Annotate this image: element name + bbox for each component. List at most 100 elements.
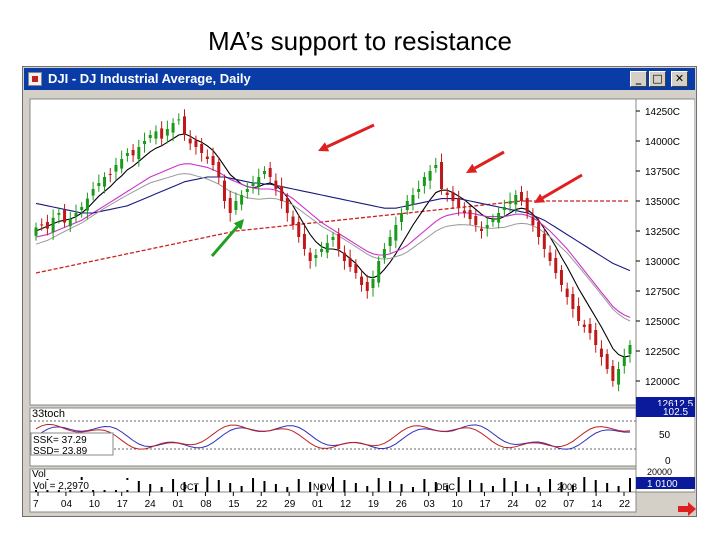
candle-body: [497, 213, 501, 223]
date-axis-label: 03: [424, 499, 436, 510]
stochastic-panel: [29, 407, 637, 467]
candle-body: [200, 144, 204, 153]
minimize-button[interactable]: _: [630, 71, 647, 87]
stoch-d-line: [35, 423, 631, 450]
date-axis-label: 12: [340, 499, 352, 510]
volume-bar: [583, 477, 586, 492]
volume-bar: [229, 483, 232, 492]
candle-body: [554, 258, 558, 273]
candle-body: [63, 210, 67, 223]
price-axis-label: 14000C: [645, 137, 680, 148]
candle-body: [382, 249, 386, 258]
candle-body: [234, 201, 238, 210]
candle-body: [337, 234, 341, 249]
close-button[interactable]: ✕: [671, 71, 688, 87]
candle-body: [103, 177, 107, 187]
candle-body: [114, 165, 118, 172]
candle-body: [617, 369, 621, 385]
candle-body: [599, 348, 603, 357]
candle-body: [605, 354, 609, 369]
volume-bar: [172, 479, 175, 492]
volume-bar: [343, 480, 346, 492]
red-arrow-icon: [466, 150, 505, 173]
stoch-legend-box: [30, 432, 114, 456]
maximize-button[interactable]: □: [649, 71, 666, 87]
candle-body: [274, 180, 278, 189]
date-axis-label: 02: [535, 499, 547, 510]
candle-body: [34, 227, 38, 236]
price-axis-label: 12000C: [645, 377, 680, 388]
candle-body: [571, 294, 575, 309]
volume-bar: [206, 477, 209, 492]
candle-body: [120, 159, 124, 169]
volume-bar: [252, 478, 255, 492]
volume-bar: [514, 481, 517, 492]
candle-body: [268, 168, 272, 177]
volume-bar: [571, 485, 574, 492]
volume-bar: [537, 487, 540, 492]
candle-body: [205, 156, 209, 159]
candle-body: [171, 123, 175, 133]
candle-body: [514, 195, 518, 205]
volume-bar: [491, 486, 494, 492]
volume-bar: [480, 483, 483, 492]
candle-body: [137, 147, 141, 159]
candle-body: [257, 177, 261, 187]
volume-last-value: 1 0100: [647, 479, 678, 490]
candle-body: [97, 183, 101, 186]
candle-body: [519, 192, 523, 201]
volume-bar: [434, 482, 437, 492]
candle-body: [400, 213, 404, 222]
month-label: NOV: [313, 482, 333, 492]
volume-bar: [274, 484, 277, 492]
candle-body: [462, 210, 466, 213]
volume-bar: [594, 480, 597, 492]
volume-bar: [469, 480, 472, 492]
candle-body: [411, 195, 415, 205]
candle-body: [177, 119, 181, 121]
candle-body: [508, 201, 512, 204]
candle-body: [297, 222, 301, 237]
date-axis-label: 7: [33, 499, 39, 510]
volume-bar: [411, 487, 414, 492]
candle-body: [531, 216, 535, 225]
candle-body: [628, 345, 632, 354]
candle-body: [148, 135, 152, 138]
window-titlebar[interactable]: DJI - DJ Industrial Average, Daily _ □ ✕: [24, 68, 695, 90]
chart-area[interactable]: 14250C14000C13750C13500C13250C13000C1275…: [24, 91, 695, 516]
green-arrow-icon: [210, 219, 244, 257]
candle-body: [388, 237, 392, 246]
last-price-value: 12612.5: [657, 399, 694, 410]
candle-body: [537, 222, 541, 237]
stoch-ssd-label: SSD= 23.89: [33, 446, 88, 457]
candle-body: [474, 216, 478, 225]
volume-legend-box: [31, 480, 129, 490]
candle-body: [559, 270, 563, 285]
date-axis-label: 10: [89, 499, 101, 510]
price-axis-label: 13500C: [645, 197, 680, 208]
candle-body: [194, 140, 198, 147]
candle-body: [131, 150, 135, 156]
next-arrow-icon[interactable]: [677, 502, 697, 516]
volume-bar: [309, 482, 312, 492]
stoch-last-value: 102.5: [663, 407, 688, 418]
candle-body: [485, 225, 489, 228]
candle-body: [480, 228, 483, 231]
volume-bar: [354, 483, 357, 492]
volume-bar: [366, 486, 369, 492]
candle-body: [51, 217, 55, 233]
candle-body: [240, 195, 244, 205]
stoch-axis-label-0: 0: [665, 456, 671, 467]
candle-body: [251, 183, 255, 186]
volume-bar: [137, 481, 140, 492]
candle-body: [160, 128, 164, 139]
volume-bar: [526, 484, 529, 492]
stoch-axis-label-50: 50: [659, 430, 671, 441]
candle-body: [565, 288, 569, 297]
price-axis-label: 12500C: [645, 317, 680, 328]
candle-body: [154, 131, 158, 139]
candle-body: [40, 224, 44, 226]
candle-body: [314, 255, 318, 258]
date-axis-label: 22: [619, 499, 631, 510]
candle-body: [211, 156, 215, 165]
